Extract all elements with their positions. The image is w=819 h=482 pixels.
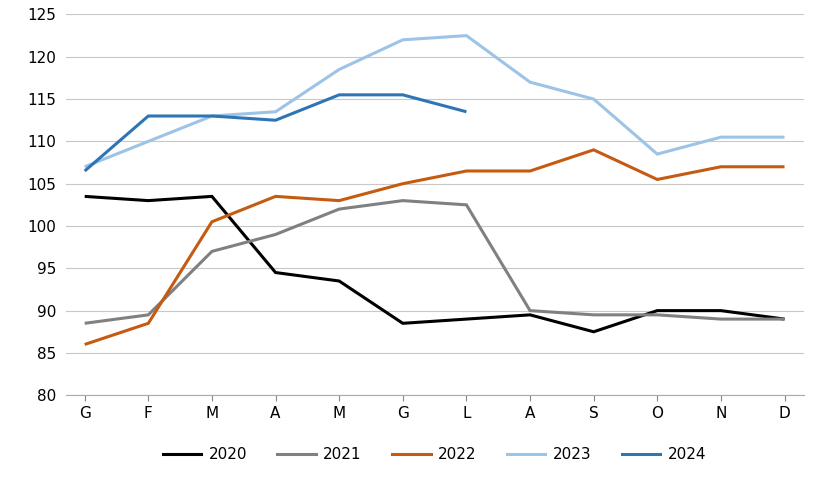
2021	[588, 312, 598, 318]
2022	[652, 176, 662, 182]
2021	[461, 202, 471, 208]
Line: 2024: 2024	[84, 95, 466, 171]
2020	[779, 316, 789, 322]
Legend: 2020, 2021, 2022, 2023, 2024: 2020, 2021, 2022, 2023, 2024	[156, 441, 712, 468]
2020	[79, 193, 89, 199]
2020	[334, 278, 344, 284]
2021	[143, 312, 153, 318]
2023	[270, 109, 280, 115]
2024	[461, 109, 471, 115]
2022	[206, 219, 216, 225]
2020	[461, 316, 471, 322]
2024	[79, 168, 89, 174]
2022	[461, 168, 471, 174]
2021	[524, 308, 534, 313]
2023	[652, 151, 662, 157]
2024	[206, 113, 216, 119]
2022	[270, 193, 280, 199]
2022	[779, 164, 789, 170]
2020	[206, 193, 216, 199]
Line: 2020: 2020	[84, 196, 784, 332]
2020	[524, 312, 534, 318]
2024	[143, 113, 153, 119]
2021	[652, 312, 662, 318]
Line: 2023: 2023	[84, 36, 784, 167]
2022	[524, 168, 534, 174]
2021	[715, 316, 725, 322]
Line: 2021: 2021	[84, 201, 784, 323]
2021	[779, 316, 789, 322]
2023	[779, 134, 789, 140]
2021	[334, 206, 344, 212]
2023	[79, 164, 89, 170]
2023	[524, 79, 534, 85]
2022	[588, 147, 598, 153]
2023	[143, 138, 153, 144]
2020	[270, 269, 280, 275]
2022	[143, 321, 153, 326]
2023	[206, 113, 216, 119]
2022	[397, 181, 407, 187]
2023	[588, 96, 598, 102]
2021	[270, 231, 280, 237]
2020	[397, 321, 407, 326]
2022	[334, 198, 344, 203]
2024	[397, 92, 407, 98]
2020	[715, 308, 725, 313]
2022	[715, 164, 725, 170]
2024	[334, 92, 344, 98]
2024	[270, 117, 280, 123]
2022	[79, 342, 89, 348]
2023	[397, 37, 407, 43]
2023	[334, 67, 344, 72]
2023	[715, 134, 725, 140]
2020	[143, 198, 153, 203]
2021	[397, 198, 407, 203]
2021	[79, 321, 89, 326]
2020	[588, 329, 598, 335]
2023	[461, 33, 471, 39]
2021	[206, 249, 216, 254]
Line: 2022: 2022	[84, 150, 784, 345]
2020	[652, 308, 662, 313]
